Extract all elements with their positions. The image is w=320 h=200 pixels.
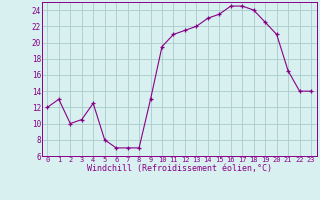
X-axis label: Windchill (Refroidissement éolien,°C): Windchill (Refroidissement éolien,°C)	[87, 164, 272, 173]
